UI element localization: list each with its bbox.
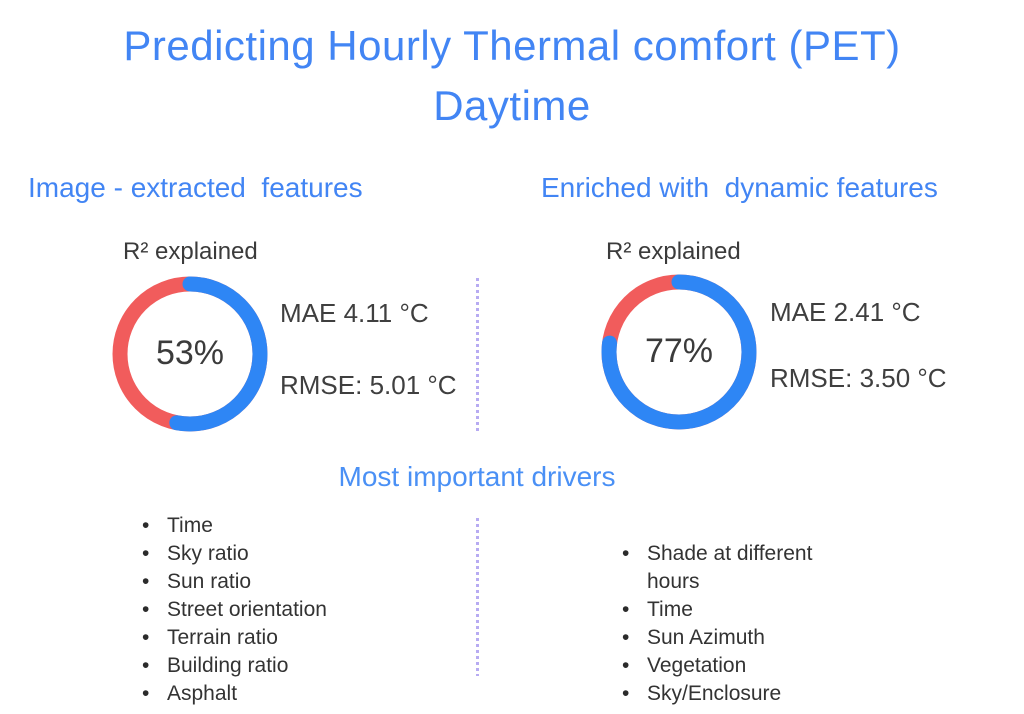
slide-title-line2: Daytime [433,82,591,129]
left-mae-value: MAE 4.11 °C [280,298,429,328]
driver-item: Time [140,512,460,540]
dotted-divider-charts [476,278,479,432]
left-donut-chart [112,276,268,432]
dotted-divider-lists [476,518,479,676]
right-drivers-list: Shade at different hoursTimeSun AzimuthV… [620,540,820,708]
left-donut-percent: 53% [155,334,225,372]
drivers-heading: Most important drivers [338,461,616,492]
driver-item: Building ratio [140,652,460,680]
driver-item: Sky/Enclosure [620,680,820,708]
driver-item: Terrain ratio [140,624,460,652]
left-rmse-value: RMSE: 5.01 °C [280,370,457,400]
left-panel-header: Image - extracted features [28,172,363,203]
right-r2-label: R² explained [606,238,741,265]
driver-item: Vegetation [620,652,820,680]
slide-title-line1: Predicting Hourly Thermal comfort (PET) [123,22,901,69]
driver-item: Sun ratio [140,568,460,596]
driver-item: Shade at different hours [620,540,820,596]
left-drivers-list: TimeSky ratioSun ratioStreet orientation… [140,512,460,708]
driver-item: Sky ratio [140,540,460,568]
right-mae-value: MAE 2.41 °C [770,297,921,327]
right-rmse-value: RMSE: 3.50 °C [770,363,947,393]
right-donut-chart [601,274,757,430]
driver-item: Street orientation [140,596,460,624]
driver-item: Time [620,596,820,624]
right-donut-percent: 77% [644,332,714,370]
driver-item: Asphalt [140,680,460,708]
right-panel-header: Enriched with dynamic features [541,172,938,203]
left-r2-label: R² explained [123,238,258,265]
driver-item: Sun Azimuth [620,624,820,652]
slide-title: Predicting Hourly Thermal comfort (PET) … [0,16,1024,136]
